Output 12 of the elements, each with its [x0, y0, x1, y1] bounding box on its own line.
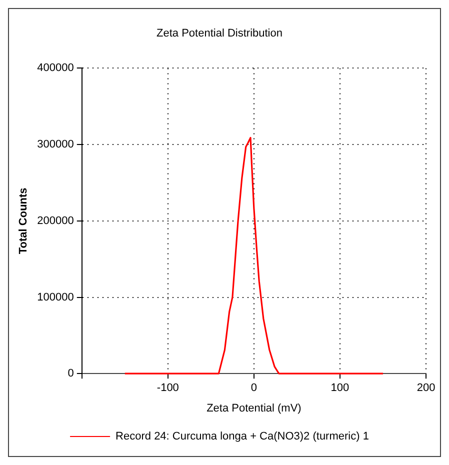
x-tick-label: -100 — [156, 382, 179, 394]
x-tick-label: 100 — [330, 382, 350, 394]
chart-title: Zeta Potential Distribution — [156, 28, 282, 40]
x-axis-title: Zeta Potential (mV) — [206, 402, 302, 414]
y-tick-label: 200000 — [37, 214, 74, 227]
x-tick-label: 200 — [416, 382, 436, 394]
y-tick-label: 0 — [68, 368, 74, 380]
x-tick-label: 0 — [250, 382, 258, 394]
y-tick-label: 300000 — [37, 138, 74, 151]
y-tick-label: 400000 — [37, 62, 74, 74]
y-tick-label: 100000 — [37, 291, 74, 304]
y-axis-title: Total Counts — [18, 188, 30, 254]
